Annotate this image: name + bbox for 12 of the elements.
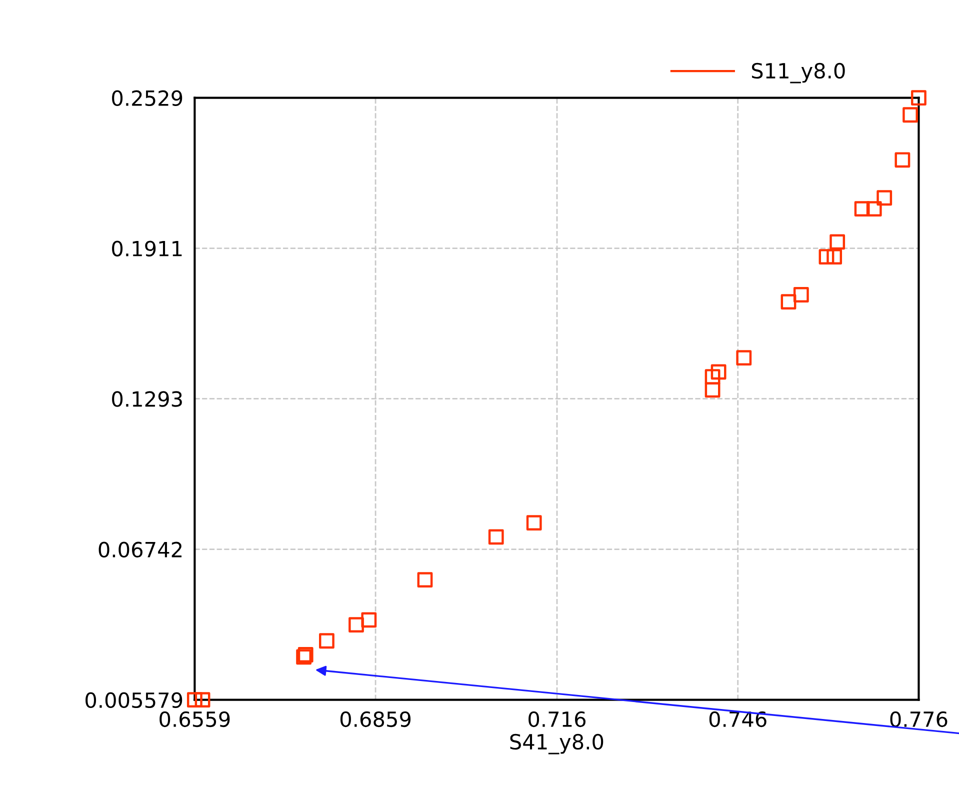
x-tick-label: 0.746 <box>709 711 766 728</box>
x-tick-label: 0.6559 <box>160 711 230 728</box>
x-tick-label: 0.6859 <box>340 711 411 728</box>
y-tick-label: 0.1293 <box>112 391 182 407</box>
x-tick-label: 0.716 <box>528 711 586 728</box>
y-tick-label: 0.06742 <box>98 542 182 558</box>
y-tick-label: 0.005579 <box>86 692 182 708</box>
legend-label: S11_y8.0 <box>752 62 845 84</box>
x-axis-title: S41_y8.0 <box>510 734 604 754</box>
y-tick-label: 0.2529 <box>112 90 182 106</box>
x-tick-label: 0.776 <box>890 711 948 728</box>
y-tick-label: 0.1911 <box>112 240 182 256</box>
